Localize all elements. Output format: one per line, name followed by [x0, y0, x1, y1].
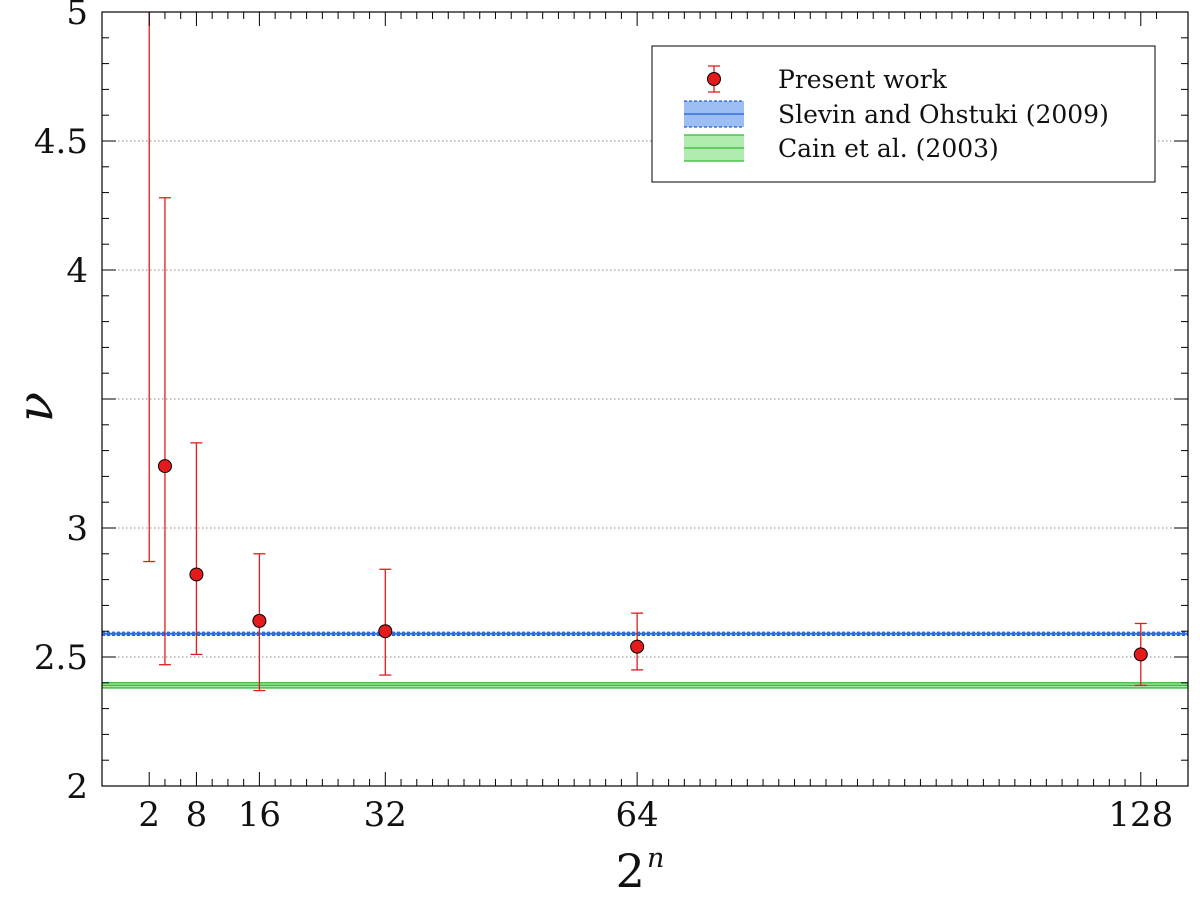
legend: Present work Slevin and Ohstuki (2009) Cai…: [651, 45, 1156, 183]
x-axis-title: 2n: [616, 843, 665, 898]
x-tick-label: 32: [364, 795, 407, 835]
legend-marker: [707, 72, 721, 86]
y-axis-title: ν: [6, 392, 64, 422]
x-axis-title-superscript: n: [647, 843, 664, 874]
data-series: [143, 12, 1148, 692]
data-point: [630, 639, 645, 654]
grid-lines: [102, 140, 1188, 658]
legend-label: Present work: [778, 65, 948, 94]
y-tick-label: 3: [66, 509, 88, 549]
data-point: [189, 567, 204, 582]
x-axis-title-base: 2: [616, 844, 645, 898]
data-point: [157, 459, 172, 474]
data-point: [252, 613, 267, 628]
y-tick-label: 4.5: [34, 122, 88, 162]
legend-label: Slevin and Ohstuki (2009): [778, 100, 1109, 129]
y-tick-label: 4: [66, 251, 88, 291]
x-tick-label: 128: [1108, 795, 1173, 835]
y-tick-label: 2: [66, 767, 88, 807]
x-tick-label: 16: [238, 795, 281, 835]
axis-ticks: [102, 11, 1188, 787]
data-point: [378, 624, 393, 639]
x-tick-label: 2: [138, 795, 160, 835]
y-tick-label: 2.5: [34, 638, 88, 678]
x-tick-label: 64: [615, 795, 658, 835]
reference-bands: [102, 631, 1188, 689]
data-point: [1133, 647, 1148, 662]
legend-label: Cain et al. (2003): [778, 134, 999, 163]
y-tick-label: 5: [66, 0, 88, 33]
x-tick-label: 8: [186, 795, 208, 835]
